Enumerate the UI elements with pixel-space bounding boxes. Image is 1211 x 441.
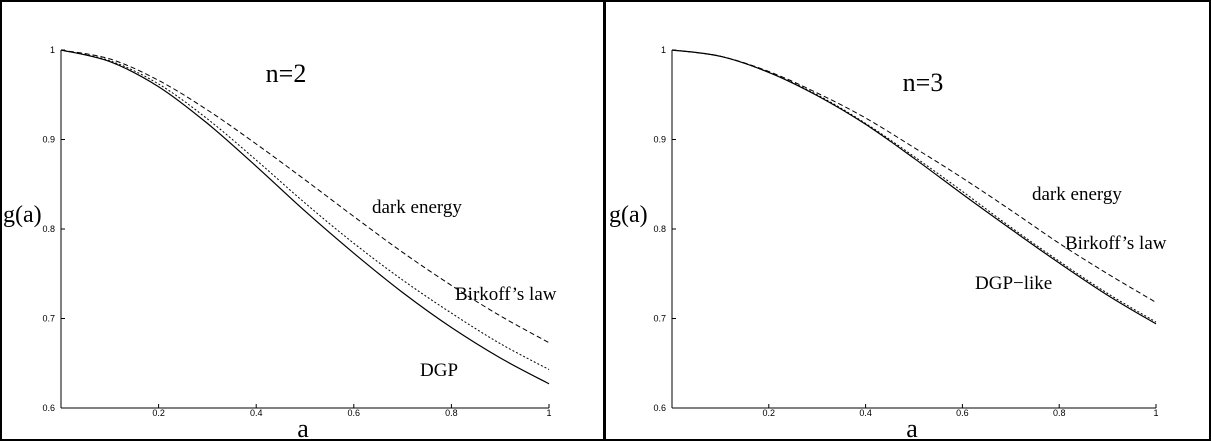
x-tick-label: 0.8 — [445, 408, 458, 418]
x-tick-label: 0.4 — [250, 408, 263, 418]
label-dgp: DGP — [420, 360, 458, 381]
chart-panel-n2: 0.2 0.4 0.6 0.8 1 0.6 0.7 0.8 0.9 1 n=2 g(a) a da… — [3, 45, 557, 441]
y-tick-label: 1 — [50, 45, 55, 55]
label-dark-energy: dark energy — [372, 197, 462, 218]
y-tick-label: 0.8 — [653, 224, 666, 234]
tick-layer: 0.2 0.4 0.6 0.8 1 0.6 0.7 0.8 0.9 1 — [42, 45, 551, 418]
label-birkoffs-law: Birkoff’s law — [1065, 233, 1167, 254]
y-tick-label: 0.9 — [653, 135, 666, 145]
x-tick-label: 0.6 — [348, 408, 361, 418]
label-dgp-like: DGP−like — [975, 273, 1052, 294]
label-dark-energy: dark energy — [1032, 184, 1122, 205]
y-tick-label: 0.7 — [42, 314, 55, 324]
y-axis-label: g(a) — [3, 202, 42, 228]
series-layer — [671, 49, 1157, 325]
y-tick-label: 0.6 — [42, 403, 55, 413]
x-tick-label: 0.2 — [152, 408, 165, 418]
chart-panel-n3: 0.2 0.4 0.6 0.8 1 0.6 0.7 0.8 0.9 1 n=3 g(a) a da… — [609, 45, 1167, 441]
series-layer — [60, 49, 550, 385]
x-axis-label: a — [297, 414, 309, 441]
tick-layer: 0.2 0.4 0.6 0.8 1 0.6 0.7 0.8 0.9 1 — [653, 45, 1158, 418]
series-line-dark-energy — [60, 49, 550, 344]
panel-title: n=2 — [266, 59, 307, 88]
x-tick-label: 1 — [1153, 408, 1158, 418]
y-axis-label: g(a) — [609, 202, 648, 228]
x-axis-label: a — [906, 414, 918, 441]
series-line-birkoff-s-law — [60, 49, 550, 370]
y-tick-label: 0.9 — [42, 135, 55, 145]
series-line-dgp — [60, 49, 550, 385]
x-tick-label: 0.8 — [1053, 408, 1066, 418]
y-tick-label: 0.6 — [653, 403, 666, 413]
y-tick-label: 1 — [661, 45, 666, 55]
x-tick-label: 0.2 — [763, 408, 776, 418]
panel-right-frame — [604, 0, 1211, 441]
series-line-dgp-like — [671, 49, 1157, 325]
x-tick-label: 0.4 — [859, 408, 872, 418]
y-tick-label: 0.7 — [653, 314, 666, 324]
x-tick-label: 1 — [546, 408, 551, 418]
x-tick-label: 0.6 — [956, 408, 969, 418]
panel-title: n=3 — [903, 68, 944, 97]
label-birkoffs-law: Birkoff’s law — [455, 284, 557, 305]
y-tick-label: 0.8 — [42, 224, 55, 234]
